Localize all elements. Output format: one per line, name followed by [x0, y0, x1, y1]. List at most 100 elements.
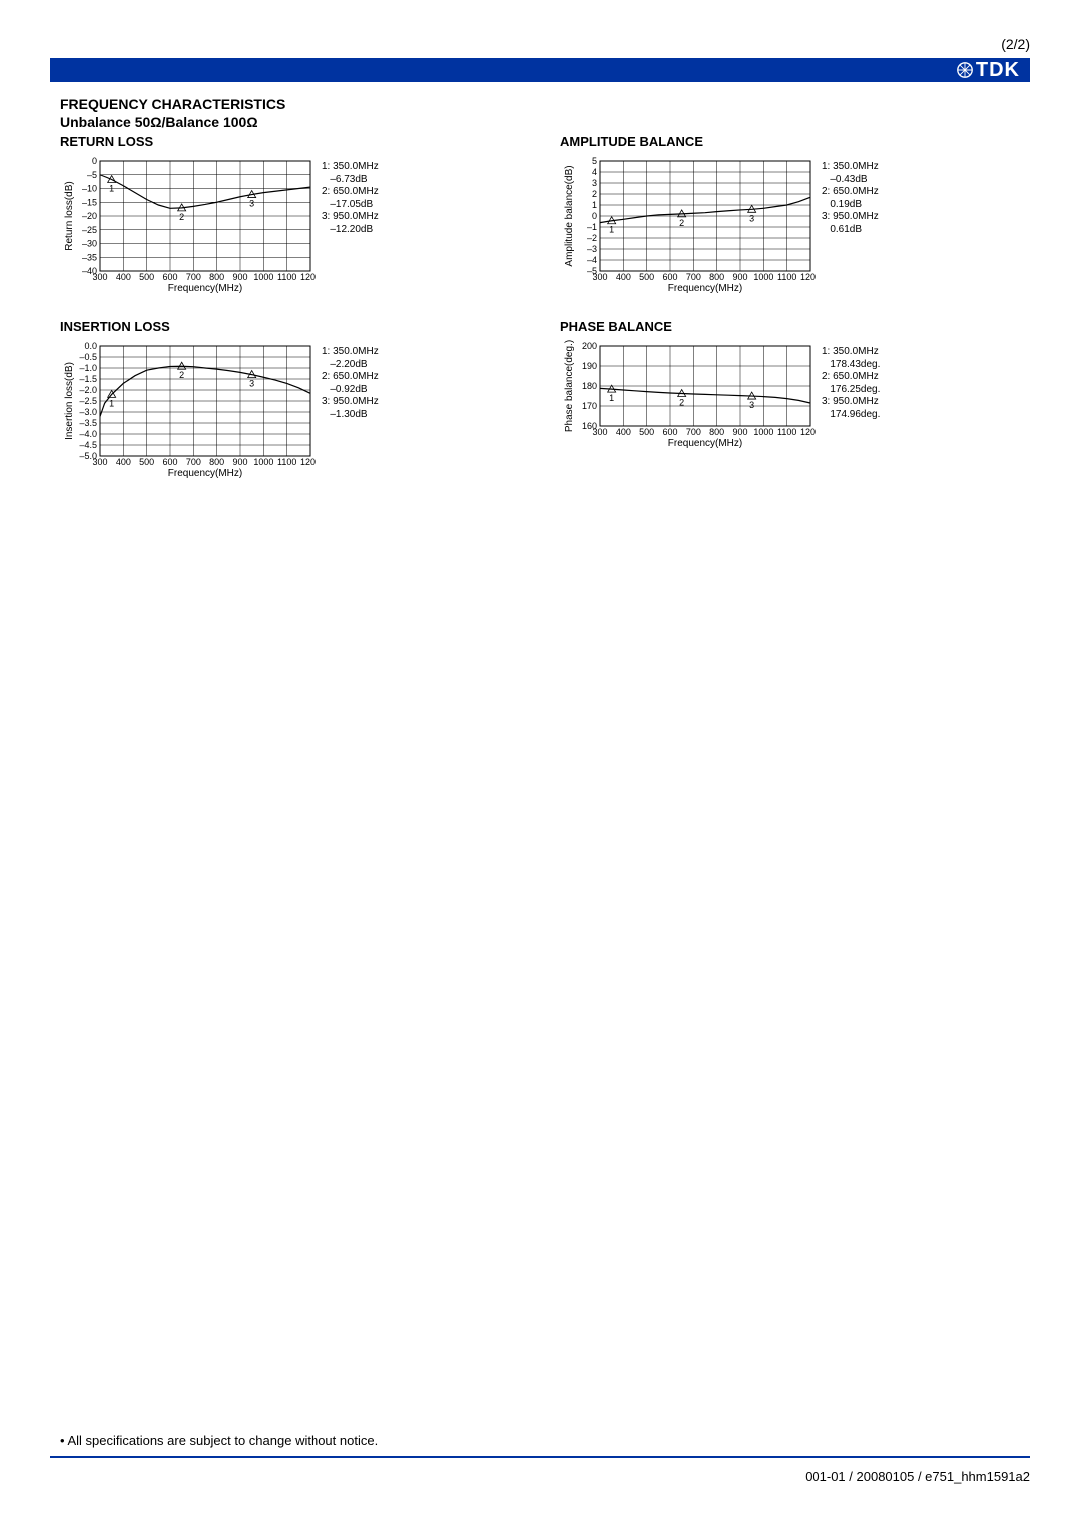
- svg-text:2: 2: [679, 218, 684, 228]
- svg-text:1000: 1000: [753, 272, 773, 282]
- svg-text:Amplitude balance(dB): Amplitude balance(dB): [564, 165, 575, 266]
- svg-text:–3.5: –3.5: [79, 418, 97, 428]
- svg-text:1200: 1200: [300, 272, 316, 282]
- chart-title: PHASE BALANCE: [560, 319, 1020, 334]
- charts-grid: RETURN LOSS 3004005006007008009001000110…: [60, 134, 1020, 484]
- svg-text:Insertion loss(dB): Insertion loss(dB): [64, 362, 75, 440]
- svg-text:600: 600: [162, 457, 177, 467]
- svg-text:2: 2: [679, 398, 684, 408]
- chart-insertion-loss: INSERTION LOSS 3004005006007008009001000…: [60, 319, 520, 484]
- svg-text:–3: –3: [587, 244, 597, 254]
- svg-text:5: 5: [592, 156, 597, 166]
- svg-text:Frequency(MHz): Frequency(MHz): [668, 438, 742, 449]
- svg-text:180: 180: [582, 381, 597, 391]
- svg-text:3: 3: [749, 400, 754, 410]
- svg-text:700: 700: [186, 457, 201, 467]
- svg-text:1: 1: [109, 184, 114, 194]
- svg-text:2: 2: [592, 189, 597, 199]
- svg-text:1200: 1200: [800, 427, 816, 437]
- svg-text:3: 3: [249, 199, 254, 209]
- document-id: 001-01 / 20080105 / e751_hhm1591a2: [805, 1469, 1030, 1484]
- svg-text:–4.5: –4.5: [79, 440, 97, 450]
- svg-text:800: 800: [209, 457, 224, 467]
- svg-text:900: 900: [732, 272, 747, 282]
- svg-text:–1: –1: [587, 222, 597, 232]
- svg-text:500: 500: [139, 457, 154, 467]
- chart-title: AMPLITUDE BALANCE: [560, 134, 1020, 149]
- svg-text:–5: –5: [587, 266, 597, 276]
- svg-text:–3.0: –3.0: [79, 407, 97, 417]
- svg-text:900: 900: [232, 272, 247, 282]
- content-area: FREQUENCY CHARACTERISTICS Unbalance 50Ω/…: [60, 96, 1020, 484]
- svg-text:3: 3: [749, 213, 754, 223]
- insertion-loss-chart: 3004005006007008009001000110012000.0–0.5…: [60, 340, 316, 484]
- svg-text:1100: 1100: [777, 427, 796, 437]
- svg-text:160: 160: [582, 421, 597, 431]
- footer-divider: [50, 1456, 1030, 1458]
- chart-legend: 1: 350.0MHz –6.73dB2: 650.0MHz –17.05dB3…: [322, 161, 379, 236]
- svg-text:1: 1: [609, 393, 614, 403]
- svg-text:–25: –25: [82, 225, 97, 235]
- header-bar: TDK: [50, 58, 1030, 82]
- chart-legend: 1: 350.0MHz 178.43deg.2: 650.0MHz 176.25…: [822, 346, 880, 421]
- svg-text:Phase balance(deg.): Phase balance(deg.): [564, 340, 575, 432]
- svg-text:2: 2: [179, 370, 184, 380]
- svg-text:500: 500: [639, 427, 654, 437]
- svg-text:1000: 1000: [253, 457, 273, 467]
- svg-text:–2.5: –2.5: [79, 396, 97, 406]
- svg-text:–30: –30: [82, 239, 97, 249]
- svg-text:2: 2: [179, 212, 184, 222]
- svg-text:1: 1: [109, 398, 114, 408]
- svg-text:–2.0: –2.0: [79, 385, 97, 395]
- svg-text:400: 400: [116, 457, 131, 467]
- svg-text:1100: 1100: [277, 272, 296, 282]
- svg-text:200: 200: [582, 341, 597, 351]
- svg-text:1200: 1200: [300, 457, 316, 467]
- svg-text:4: 4: [592, 167, 597, 177]
- logo-text: TDK: [976, 59, 1020, 82]
- svg-text:–4: –4: [587, 255, 597, 265]
- svg-text:600: 600: [662, 427, 677, 437]
- svg-text:Frequency(MHz): Frequency(MHz): [168, 468, 242, 479]
- chart-legend: 1: 350.0MHz –0.43dB2: 650.0MHz 0.19dB3: …: [822, 161, 879, 236]
- svg-text:Frequency(MHz): Frequency(MHz): [168, 283, 242, 294]
- svg-text:1100: 1100: [277, 457, 296, 467]
- svg-text:3: 3: [249, 379, 254, 389]
- svg-text:0.0: 0.0: [84, 341, 97, 351]
- svg-text:–2: –2: [587, 233, 597, 243]
- chart-legend: 1: 350.0MHz –2.20dB2: 650.0MHz –0.92dB3:…: [322, 346, 379, 421]
- svg-text:800: 800: [709, 427, 724, 437]
- svg-text:600: 600: [662, 272, 677, 282]
- svg-text:1: 1: [609, 225, 614, 235]
- brand-logo: TDK: [956, 59, 1020, 82]
- svg-text:900: 900: [732, 427, 747, 437]
- svg-text:–40: –40: [82, 266, 97, 276]
- svg-text:–5: –5: [87, 170, 97, 180]
- svg-text:1100: 1100: [777, 272, 796, 282]
- chart-phase-balance: PHASE BALANCE 30040050060070080090010001…: [560, 319, 1020, 484]
- svg-text:3: 3: [592, 178, 597, 188]
- svg-text:500: 500: [639, 272, 654, 282]
- phase-balance-chart: 3004005006007008009001000110012002001901…: [560, 340, 816, 454]
- svg-text:400: 400: [116, 272, 131, 282]
- chart-amplitude-balance: AMPLITUDE BALANCE 3004005006007008009001…: [560, 134, 1020, 299]
- svg-text:400: 400: [616, 427, 631, 437]
- svg-text:600: 600: [162, 272, 177, 282]
- chart-title: RETURN LOSS: [60, 134, 520, 149]
- svg-text:800: 800: [709, 272, 724, 282]
- svg-text:1: 1: [592, 200, 597, 210]
- svg-text:500: 500: [139, 272, 154, 282]
- svg-text:0: 0: [92, 156, 97, 166]
- svg-text:190: 190: [582, 361, 597, 371]
- svg-text:700: 700: [686, 272, 701, 282]
- svg-text:–1.0: –1.0: [79, 363, 97, 373]
- svg-text:–35: –35: [82, 252, 97, 262]
- svg-text:Frequency(MHz): Frequency(MHz): [668, 283, 742, 294]
- svg-text:–5.0: –5.0: [79, 451, 97, 461]
- svg-text:–1.5: –1.5: [79, 374, 97, 384]
- amplitude-balance-chart: 300400500600700800900100011001200543210–…: [560, 155, 816, 299]
- page-number: (2/2): [1001, 36, 1030, 52]
- footnote: • All specifications are subject to chan…: [60, 1433, 378, 1448]
- section-title: FREQUENCY CHARACTERISTICS: [60, 96, 1020, 112]
- chart-return-loss: RETURN LOSS 3004005006007008009001000110…: [60, 134, 520, 299]
